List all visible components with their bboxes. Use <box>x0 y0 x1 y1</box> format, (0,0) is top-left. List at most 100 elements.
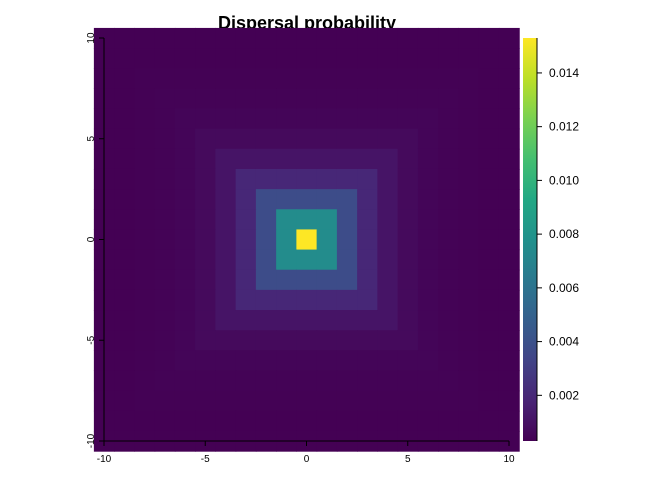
heatmap-cell <box>417 108 439 130</box>
heatmap-cell <box>114 350 135 372</box>
heatmap-cell <box>114 289 135 311</box>
heatmap-cell <box>377 209 399 231</box>
heatmap-cell <box>316 128 338 150</box>
heatmap-cell <box>215 269 237 291</box>
heatmap-cell <box>154 189 176 210</box>
heatmap-cell <box>357 168 378 190</box>
heatmap-cell <box>134 48 156 69</box>
heatmap-cell <box>478 68 500 89</box>
heatmap-cell <box>478 269 500 291</box>
heatmap-cell <box>417 310 439 331</box>
heatmap-cell <box>235 229 257 251</box>
heatmap-cell <box>114 27 135 49</box>
heatmap-cell <box>134 148 156 170</box>
heatmap-cell <box>134 108 156 130</box>
heatmap-cell <box>276 310 297 331</box>
heatmap-cell <box>478 410 500 432</box>
heatmap-cell <box>417 390 439 412</box>
heatmap-cell <box>195 209 216 231</box>
heatmap-cell <box>498 148 520 170</box>
heatmap-cell <box>174 68 196 89</box>
heatmap-cell <box>438 370 459 392</box>
heatmap-cell <box>478 148 500 170</box>
heatmap-cell <box>276 27 297 49</box>
heatmap-cell <box>336 330 358 351</box>
heatmap-cell <box>316 108 338 130</box>
heatmap-cell <box>336 48 358 69</box>
heatmap-cell <box>336 370 358 392</box>
heatmap-cell <box>336 128 358 150</box>
colorbar-tick-label: 0.010 <box>549 173 579 187</box>
heatmap-cell <box>296 27 318 49</box>
heatmap-cell <box>195 249 216 271</box>
heatmap-cell <box>296 48 318 69</box>
heatmap-cell <box>417 269 439 291</box>
heatmap-cell <box>174 168 196 190</box>
heatmap-cell <box>377 48 399 69</box>
heatmap-cell <box>195 148 216 170</box>
heatmap-cell <box>357 330 378 351</box>
heatmap-cell <box>174 410 196 432</box>
heatmap-cell <box>276 168 297 190</box>
heatmap-cell <box>154 68 176 89</box>
heatmap-cell <box>498 330 520 351</box>
heatmap-cell <box>336 390 358 412</box>
heatmap-cell <box>255 269 277 291</box>
heatmap-cell <box>357 108 378 130</box>
heatmap-cell <box>134 27 156 49</box>
heatmap-cell <box>195 229 216 251</box>
heatmap-cell <box>215 350 237 372</box>
heatmap-cell <box>296 88 318 110</box>
heatmap-cell <box>255 168 277 190</box>
heatmap-cell <box>276 189 297 210</box>
heatmap-cell <box>478 189 500 210</box>
heatmap-cell <box>114 68 135 89</box>
heatmap-cell <box>498 229 520 251</box>
heatmap-cell <box>154 128 176 150</box>
heatmap-cell <box>235 269 257 291</box>
heatmap-cell <box>498 249 520 271</box>
y-tick-label: -10 <box>86 433 97 448</box>
heatmap-cell <box>397 88 419 110</box>
heatmap-cell <box>255 128 277 150</box>
heatmap-cell <box>276 209 297 231</box>
heatmap-cell <box>498 48 520 69</box>
heatmap-cell <box>296 350 318 372</box>
heatmap-cell <box>316 68 338 89</box>
heatmap-cell <box>174 128 196 150</box>
heatmap-cell <box>438 330 459 351</box>
heatmap-cell <box>276 148 297 170</box>
heatmap-cell <box>235 310 257 331</box>
heatmap-cell <box>498 108 520 130</box>
heatmap-cell <box>478 88 500 110</box>
heatmap-cell <box>134 229 156 251</box>
heatmap-cell <box>215 249 237 271</box>
heatmap-cell <box>478 249 500 271</box>
heatmap-cell <box>114 229 135 251</box>
heatmap-cell <box>417 209 439 231</box>
heatmap-cell <box>235 128 257 150</box>
heatmap-cell <box>397 350 419 372</box>
heatmap-cell <box>296 330 318 351</box>
heatmap-cell <box>478 289 500 311</box>
heatmap-cell <box>438 229 459 251</box>
colorbar-tick-label: 0.008 <box>549 227 579 241</box>
heatmap-cell <box>154 108 176 130</box>
heatmap-cell <box>276 330 297 351</box>
heatmap-cell <box>154 27 176 49</box>
heatmap-cell <box>357 88 378 110</box>
heatmap-cell <box>154 229 176 251</box>
heatmap-cell <box>438 68 459 89</box>
heatmap-cell <box>134 370 156 392</box>
heatmap-cell <box>397 390 419 412</box>
heatmap-cell <box>397 48 419 69</box>
heatmap-cell <box>498 128 520 150</box>
heatmap-cell <box>195 330 216 351</box>
heatmap-cell <box>498 168 520 190</box>
heatmap-cell <box>255 189 277 210</box>
heatmap-cell <box>417 168 439 190</box>
colorbar-tick-label: 0.004 <box>549 335 579 349</box>
heatmap-cell <box>174 229 196 251</box>
heatmap-cell <box>114 310 135 331</box>
heatmap-cell <box>134 168 156 190</box>
